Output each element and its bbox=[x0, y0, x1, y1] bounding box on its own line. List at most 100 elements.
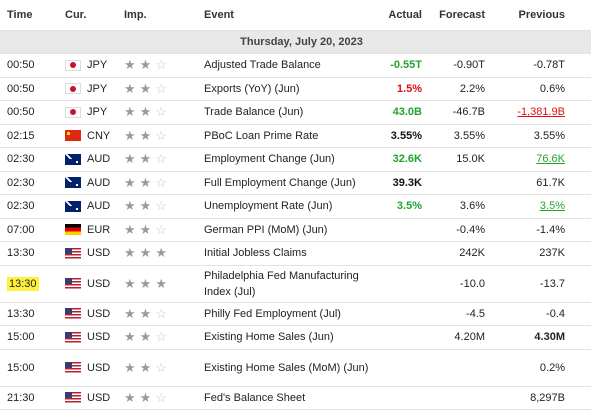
japan-flag-icon bbox=[65, 59, 81, 71]
header-time[interactable]: Time bbox=[0, 0, 65, 31]
header-actual[interactable]: Actual bbox=[374, 0, 422, 31]
actual-value: 3.55% bbox=[374, 124, 422, 148]
table-row[interactable]: 15:00 USD ★★☆ Existing Home Sales (MoM) (Ju… bbox=[0, 349, 591, 387]
star-icon: ★ bbox=[139, 57, 156, 73]
event-name[interactable]: Employment Change (Jun) bbox=[204, 153, 335, 166]
star-icon: ☆ bbox=[155, 174, 171, 190]
importance-stars: ★★☆ bbox=[124, 151, 171, 166]
event-name[interactable]: Philadelphia Fed Manufacturing Index (Ju… bbox=[204, 269, 359, 298]
star-icon: ★ bbox=[124, 275, 140, 291]
star-icon: ☆ bbox=[155, 80, 171, 96]
event-name-cell[interactable]: Employment Change (Jun) bbox=[204, 147, 374, 172]
importance-rating: ★★☆ bbox=[124, 124, 204, 148]
event-time: 02:30 bbox=[0, 194, 65, 219]
star-icon: ☆ bbox=[155, 57, 171, 73]
event-name-cell[interactable]: Exports (YoY) (Jun) bbox=[204, 77, 374, 101]
table-row[interactable]: 13:30 USD ★★★ Initial Jobless Claims 242K 237… bbox=[0, 241, 591, 266]
event-name-cell[interactable]: German PPI (MoM) (Jun) bbox=[204, 218, 374, 242]
previous-value-text: 237K bbox=[539, 247, 565, 260]
event-time-label: 02:15 bbox=[7, 129, 35, 142]
header-forecast[interactable]: Forecast bbox=[422, 0, 485, 31]
header-event[interactable]: Event bbox=[204, 0, 374, 31]
table-row[interactable]: 07:00 EUR ★★☆ German PPI (MoM) (Jun) -0.4% -1… bbox=[0, 218, 591, 242]
event-time-label: 00:50 bbox=[7, 106, 35, 119]
event-name-cell[interactable]: Initial Jobless Claims bbox=[204, 241, 374, 266]
event-name[interactable]: Fed's Balance Sheet bbox=[204, 391, 306, 404]
previous-value: 237K bbox=[485, 241, 591, 266]
table-row[interactable]: 02:30 AUD ★★☆ Unemployment Rate (Jun) 3.5% 3.… bbox=[0, 194, 591, 219]
currency-code: USD bbox=[87, 247, 111, 260]
table-row[interactable]: 02:30 AUD ★★☆ Full Employment Change (Jun) 3… bbox=[0, 171, 591, 195]
usa-flag-icon bbox=[65, 308, 81, 320]
event-name-cell[interactable]: Adjusted Trade Balance bbox=[204, 53, 374, 78]
date-label: Thursday, July 20, 2023 bbox=[0, 30, 591, 54]
event-time: 15:00 bbox=[0, 325, 65, 350]
importance-rating: ★★☆ bbox=[124, 194, 204, 219]
previous-value: -13.7 bbox=[485, 265, 591, 303]
actual-value bbox=[374, 218, 422, 242]
event-name-cell[interactable]: Philadelphia Fed Manufacturing Index (Ju… bbox=[204, 265, 374, 303]
event-currency: USD bbox=[65, 241, 124, 266]
previous-value: 3.5% bbox=[485, 194, 591, 219]
event-time-label: 02:30 bbox=[7, 176, 35, 189]
event-name-cell[interactable]: Full Employment Change (Jun) bbox=[204, 171, 374, 195]
event-time: 02:30 bbox=[0, 147, 65, 172]
previous-value-text: 0.2% bbox=[539, 361, 565, 374]
event-name-cell[interactable]: Unemployment Rate (Jun) bbox=[204, 194, 374, 219]
event-name-cell[interactable]: Trade Balance (Jun) bbox=[204, 100, 374, 125]
event-name[interactable]: Philly Fed Employment (Jul) bbox=[204, 307, 341, 320]
table-row[interactable]: 13:30 USD ★★★ Philadelphia Fed Manufacturin… bbox=[0, 265, 591, 303]
event-name[interactable]: Adjusted Trade Balance bbox=[204, 59, 321, 72]
star-icon: ★ bbox=[139, 305, 156, 321]
event-name[interactable]: Full Employment Change (Jun) bbox=[204, 176, 356, 189]
star-icon: ★ bbox=[139, 151, 156, 167]
event-name-cell[interactable]: Philly Fed Employment (Jul) bbox=[204, 302, 374, 326]
event-name[interactable]: Unemployment Rate (Jun) bbox=[204, 200, 333, 213]
event-time: 02:15 bbox=[0, 124, 65, 148]
event-time: 13:30 bbox=[0, 302, 65, 326]
previous-value: 76.6K bbox=[485, 147, 591, 172]
importance-stars: ★★☆ bbox=[124, 360, 171, 375]
previous-value-text: -0.4 bbox=[546, 307, 565, 320]
star-icon: ★ bbox=[124, 359, 140, 375]
header-importance[interactable]: Imp. bbox=[124, 0, 204, 31]
event-time: 00:50 bbox=[0, 77, 65, 101]
table-row[interactable]: 02:15 CNY ★★☆ PBoC Loan Prime Rate 3.55% 3.55… bbox=[0, 124, 591, 148]
event-name-cell[interactable]: Existing Home Sales (MoM) (Jun) bbox=[204, 349, 374, 387]
table-row[interactable]: 15:00 USD ★★☆ Existing Home Sales (Jun) 4.20… bbox=[0, 325, 591, 350]
event-currency: JPY bbox=[65, 77, 124, 101]
australia-flag-icon bbox=[65, 153, 81, 165]
table-row[interactable]: 00:50 JPY ★★☆ Adjusted Trade Balance -0.55T -… bbox=[0, 53, 591, 78]
event-name[interactable]: Existing Home Sales (MoM) (Jun) bbox=[204, 361, 369, 374]
event-time-label: 07:00 bbox=[7, 223, 35, 236]
star-icon: ★ bbox=[139, 127, 156, 143]
event-name[interactable]: Initial Jobless Claims bbox=[204, 247, 307, 260]
event-name[interactable]: Trade Balance (Jun) bbox=[204, 106, 304, 119]
table-row[interactable]: 13:30 USD ★★☆ Philly Fed Employment (Jul) -4… bbox=[0, 302, 591, 326]
event-name-cell[interactable]: PBoC Loan Prime Rate bbox=[204, 124, 374, 148]
table-row[interactable]: 21:30 USD ★★☆ Fed's Balance Sheet 8,297B bbox=[0, 386, 591, 410]
event-name-cell[interactable]: Fed's Balance Sheet bbox=[204, 386, 374, 410]
header-previous[interactable]: Previous bbox=[485, 0, 591, 31]
importance-stars: ★★☆ bbox=[124, 81, 171, 96]
table-row[interactable]: 00:50 JPY ★★☆ Exports (YoY) (Jun) 1.5% 2.2% 0.… bbox=[0, 77, 591, 101]
currency-code: AUD bbox=[87, 176, 111, 189]
event-currency: USD bbox=[65, 386, 124, 410]
usa-flag-icon bbox=[65, 331, 81, 343]
star-icon: ★ bbox=[139, 275, 156, 291]
currency-code: AUD bbox=[87, 153, 111, 166]
star-icon: ☆ bbox=[155, 151, 171, 167]
event-name-cell[interactable]: Existing Home Sales (Jun) bbox=[204, 325, 374, 350]
table-row[interactable]: 02:30 AUD ★★☆ Employment Change (Jun) 32.6K 1… bbox=[0, 147, 591, 172]
star-icon: ☆ bbox=[155, 198, 171, 214]
header-currency[interactable]: Cur. bbox=[65, 0, 124, 31]
star-icon: ★ bbox=[155, 245, 171, 261]
table-row[interactable]: 00:50 JPY ★★☆ Trade Balance (Jun) 43.0B -46.7… bbox=[0, 100, 591, 125]
event-name[interactable]: PBoC Loan Prime Rate bbox=[204, 129, 319, 142]
event-name[interactable]: German PPI (MoM) (Jun) bbox=[204, 223, 328, 236]
event-name[interactable]: Exports (YoY) (Jun) bbox=[204, 82, 300, 95]
actual-value bbox=[374, 241, 422, 266]
event-name[interactable]: Existing Home Sales (Jun) bbox=[204, 331, 334, 344]
importance-stars: ★★☆ bbox=[124, 390, 171, 405]
